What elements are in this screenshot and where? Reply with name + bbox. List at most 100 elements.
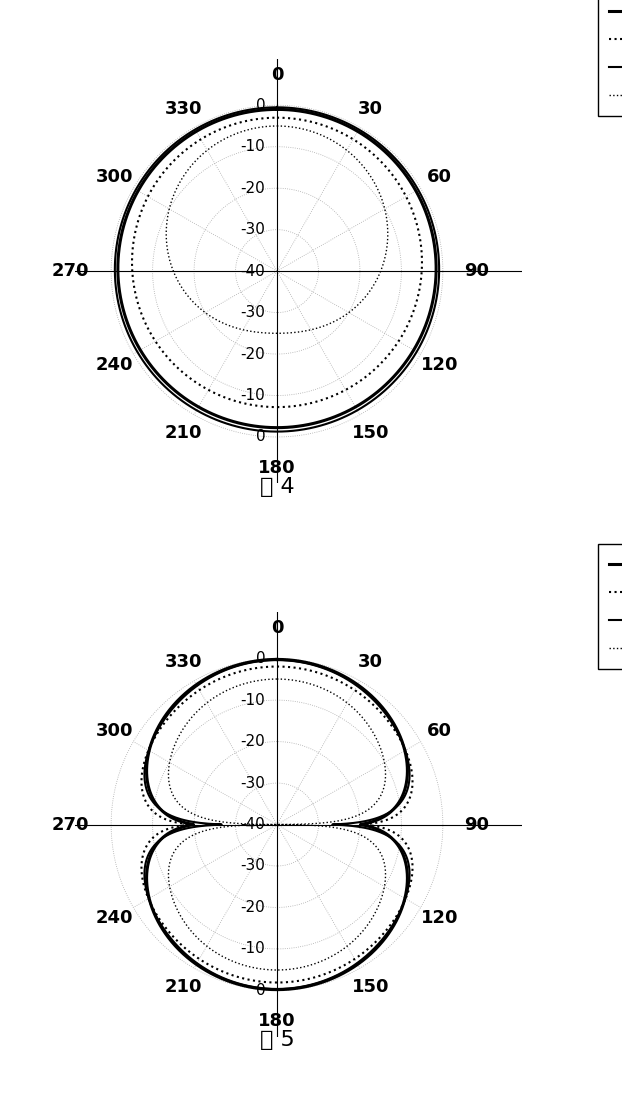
- 5GHz: [156, 375, 164, 388]
- 5GHz: [401, 892, 409, 906]
- 2GHz: [273, 103, 281, 116]
- 2GHz: [273, 653, 281, 666]
- 8GHz: [273, 120, 281, 133]
- 2GHz: [141, 350, 148, 363]
- Legend: 2GHz, 3GHz, 5GHz, 8GHz: 2GHz, 3GHz, 5GHz, 8GHz: [598, 0, 622, 116]
- Text: -20: -20: [241, 181, 266, 196]
- 2GHz: [384, 148, 392, 161]
- 2GHz: [292, 104, 299, 117]
- 3GHz: [138, 779, 146, 793]
- Line: 2GHz: 2GHz: [147, 660, 407, 989]
- Line: 2GHz: 2GHz: [118, 110, 436, 428]
- 8GHz: [205, 309, 212, 322]
- Text: -10: -10: [241, 140, 266, 154]
- Text: 0: 0: [256, 651, 266, 666]
- Text: 60: 60: [427, 169, 452, 187]
- Text: 图 4: 图 4: [259, 476, 294, 496]
- 2GHz: [430, 290, 437, 303]
- 5GHz: [274, 425, 281, 438]
- Text: -10: -10: [241, 693, 266, 708]
- 8GHz: [182, 718, 190, 731]
- Text: 240: 240: [96, 909, 134, 927]
- 5GHz: [274, 983, 281, 996]
- 5GHz: [396, 796, 404, 809]
- Line: 8GHz: 8GHz: [169, 679, 386, 970]
- Text: -10: -10: [241, 388, 266, 402]
- Text: 0: 0: [256, 983, 266, 998]
- Text: 180: 180: [258, 458, 296, 476]
- 3GHz: [274, 400, 281, 414]
- 8GHz: [218, 316, 226, 330]
- 3GHz: [274, 976, 281, 989]
- 2GHz: [394, 796, 402, 809]
- 8GHz: [273, 672, 281, 685]
- Text: 270: 270: [52, 262, 90, 281]
- Text: -30: -30: [241, 859, 266, 873]
- Text: 120: 120: [420, 356, 458, 373]
- Text: 120: 120: [420, 909, 458, 927]
- Text: -20: -20: [241, 347, 266, 361]
- Text: -40: -40: [241, 264, 266, 278]
- 5GHz: [292, 102, 299, 115]
- 8GHz: [365, 168, 373, 181]
- 8GHz: [380, 781, 388, 795]
- 2GHz: [146, 896, 154, 909]
- 2GHz: [167, 702, 174, 716]
- 3GHz: [415, 287, 422, 301]
- Text: 30: 30: [358, 100, 383, 117]
- Text: -10: -10: [241, 941, 266, 956]
- Text: 60: 60: [427, 722, 452, 740]
- Line: 5GHz: 5GHz: [115, 107, 439, 432]
- Text: 图 5: 图 5: [259, 1030, 294, 1050]
- 8GHz: [366, 802, 374, 815]
- 8GHz: [273, 120, 281, 133]
- Text: 180: 180: [258, 1012, 296, 1030]
- 5GHz: [273, 101, 281, 114]
- 2GHz: [273, 653, 281, 666]
- 8GHz: [169, 788, 177, 802]
- 8GHz: [274, 964, 281, 977]
- 8GHz: [274, 326, 281, 340]
- Text: -30: -30: [241, 305, 266, 320]
- Text: 240: 240: [96, 356, 134, 373]
- 2GHz: [273, 103, 281, 116]
- Line: 3GHz: 3GHz: [132, 117, 422, 407]
- 5GHz: [273, 101, 281, 114]
- 8GHz: [167, 883, 174, 897]
- Text: 300: 300: [96, 722, 134, 740]
- 3GHz: [417, 239, 425, 253]
- Text: 0: 0: [271, 619, 283, 637]
- Line: 8GHz: 8GHz: [166, 126, 388, 333]
- 5GHz: [137, 351, 145, 364]
- 2GHz: [401, 892, 409, 906]
- 2GHz: [274, 421, 281, 435]
- Text: -40: -40: [241, 817, 266, 832]
- Text: -20: -20: [241, 735, 266, 749]
- Text: 210: 210: [165, 425, 202, 443]
- Text: 150: 150: [352, 425, 389, 443]
- 3GHz: [401, 893, 409, 907]
- 5GHz: [142, 781, 150, 795]
- Text: 90: 90: [465, 262, 490, 281]
- Line: 3GHz: 3GHz: [141, 666, 412, 983]
- Text: -30: -30: [241, 776, 266, 790]
- 5GHz: [146, 896, 154, 909]
- Text: 90: 90: [465, 815, 490, 834]
- Text: 0: 0: [256, 97, 266, 113]
- 2GHz: [403, 774, 411, 787]
- 3GHz: [404, 795, 412, 808]
- 8GHz: [383, 245, 390, 258]
- 5GHz: [168, 703, 175, 717]
- 5GHz: [386, 146, 393, 160]
- Text: 150: 150: [352, 978, 389, 996]
- 3GHz: [409, 771, 416, 785]
- 8GHz: [381, 881, 388, 894]
- 2GHz: [274, 983, 281, 996]
- 5GHz: [273, 653, 281, 666]
- 3GHz: [170, 705, 177, 719]
- 3GHz: [273, 111, 281, 124]
- 3GHz: [273, 111, 281, 124]
- 3GHz: [273, 660, 281, 673]
- 8GHz: [273, 672, 281, 685]
- Legend: 2GHz, 3GHz, 5GHz, 8GHz: 2GHz, 3GHz, 5GHz, 8GHz: [598, 544, 622, 670]
